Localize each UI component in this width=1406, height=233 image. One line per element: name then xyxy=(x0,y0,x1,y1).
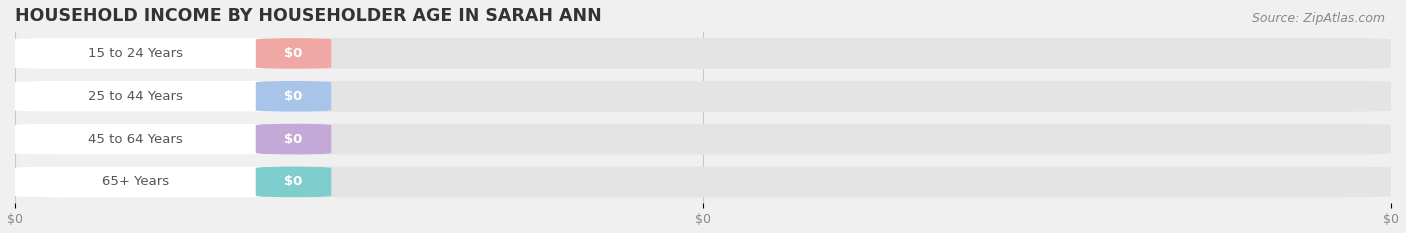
Text: Source: ZipAtlas.com: Source: ZipAtlas.com xyxy=(1251,12,1385,25)
FancyBboxPatch shape xyxy=(256,38,332,69)
Text: $0: $0 xyxy=(284,90,302,103)
Text: $0: $0 xyxy=(284,47,302,60)
FancyBboxPatch shape xyxy=(15,81,332,112)
FancyBboxPatch shape xyxy=(256,124,332,154)
Text: 25 to 44 Years: 25 to 44 Years xyxy=(89,90,183,103)
Text: $0: $0 xyxy=(284,133,302,146)
FancyBboxPatch shape xyxy=(15,38,332,69)
Text: 15 to 24 Years: 15 to 24 Years xyxy=(87,47,183,60)
FancyBboxPatch shape xyxy=(15,81,1391,112)
FancyBboxPatch shape xyxy=(15,38,1391,69)
Text: 45 to 64 Years: 45 to 64 Years xyxy=(89,133,183,146)
FancyBboxPatch shape xyxy=(15,167,332,197)
Text: HOUSEHOLD INCOME BY HOUSEHOLDER AGE IN SARAH ANN: HOUSEHOLD INCOME BY HOUSEHOLDER AGE IN S… xyxy=(15,7,602,25)
FancyBboxPatch shape xyxy=(15,124,1391,154)
FancyBboxPatch shape xyxy=(256,81,332,112)
FancyBboxPatch shape xyxy=(15,167,1391,197)
Text: $0: $0 xyxy=(284,175,302,188)
Text: 65+ Years: 65+ Years xyxy=(101,175,169,188)
FancyBboxPatch shape xyxy=(15,124,332,154)
FancyBboxPatch shape xyxy=(256,167,332,197)
